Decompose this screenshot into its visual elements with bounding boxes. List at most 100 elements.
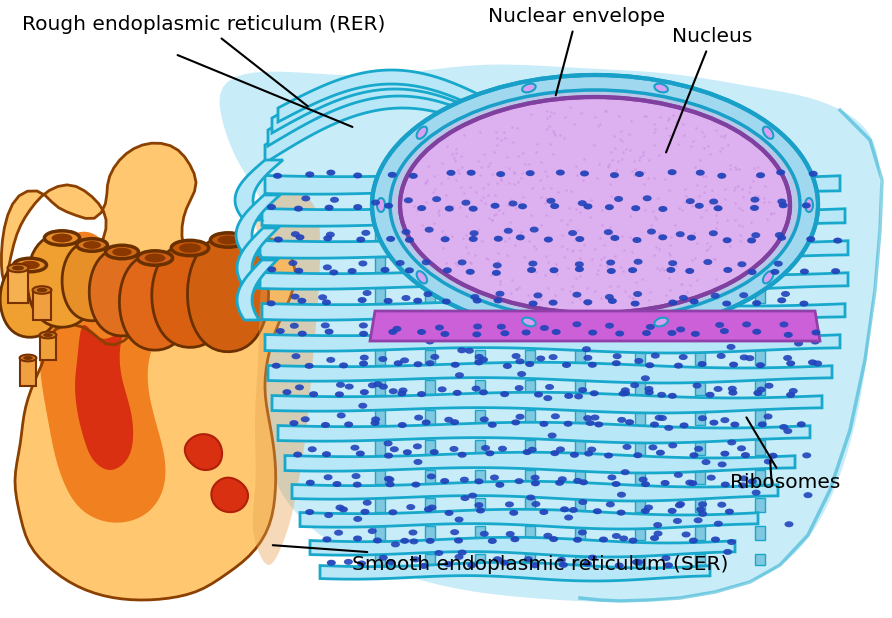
Ellipse shape <box>720 328 729 334</box>
Ellipse shape <box>325 329 334 334</box>
Ellipse shape <box>409 530 417 536</box>
Polygon shape <box>20 358 36 386</box>
Ellipse shape <box>711 293 720 298</box>
Ellipse shape <box>450 362 459 368</box>
Ellipse shape <box>401 357 409 363</box>
Ellipse shape <box>472 386 481 392</box>
Ellipse shape <box>629 538 638 544</box>
Ellipse shape <box>776 169 785 176</box>
Ellipse shape <box>630 382 640 388</box>
Polygon shape <box>120 254 191 350</box>
Ellipse shape <box>465 348 474 353</box>
Ellipse shape <box>606 501 615 507</box>
Ellipse shape <box>605 204 614 210</box>
Ellipse shape <box>485 451 494 456</box>
Ellipse shape <box>604 452 613 459</box>
Ellipse shape <box>522 329 531 336</box>
Ellipse shape <box>658 415 667 421</box>
Ellipse shape <box>673 363 683 369</box>
Polygon shape <box>40 335 56 360</box>
Ellipse shape <box>799 300 808 307</box>
Ellipse shape <box>580 171 589 177</box>
Ellipse shape <box>323 265 332 271</box>
Polygon shape <box>425 225 435 240</box>
Ellipse shape <box>612 481 621 487</box>
Ellipse shape <box>771 269 780 275</box>
Ellipse shape <box>396 260 405 266</box>
Polygon shape <box>292 481 778 501</box>
Ellipse shape <box>575 236 584 242</box>
Polygon shape <box>425 440 435 455</box>
Polygon shape <box>575 257 585 272</box>
Ellipse shape <box>503 363 512 369</box>
Ellipse shape <box>362 290 372 296</box>
Polygon shape <box>575 470 585 484</box>
Ellipse shape <box>533 292 542 298</box>
Ellipse shape <box>444 417 453 423</box>
Polygon shape <box>525 380 535 395</box>
Ellipse shape <box>500 391 509 397</box>
Ellipse shape <box>385 481 394 488</box>
Ellipse shape <box>522 83 535 93</box>
Ellipse shape <box>492 263 501 268</box>
Ellipse shape <box>493 297 502 303</box>
Ellipse shape <box>565 393 574 399</box>
Ellipse shape <box>435 324 444 331</box>
Ellipse shape <box>617 417 626 423</box>
Polygon shape <box>755 319 765 334</box>
Ellipse shape <box>599 536 608 543</box>
Ellipse shape <box>673 518 681 524</box>
Ellipse shape <box>333 481 342 487</box>
Ellipse shape <box>543 533 552 539</box>
Ellipse shape <box>721 417 730 423</box>
Ellipse shape <box>680 423 689 428</box>
Ellipse shape <box>588 554 597 561</box>
Polygon shape <box>695 380 705 395</box>
Ellipse shape <box>283 389 292 395</box>
Ellipse shape <box>694 446 703 452</box>
Polygon shape <box>475 225 485 240</box>
Polygon shape <box>375 257 385 272</box>
Ellipse shape <box>469 231 479 236</box>
Ellipse shape <box>696 170 705 176</box>
Ellipse shape <box>723 300 731 307</box>
Ellipse shape <box>467 562 476 569</box>
Ellipse shape <box>512 353 521 359</box>
Ellipse shape <box>560 506 569 512</box>
Ellipse shape <box>21 261 40 269</box>
Ellipse shape <box>406 504 416 510</box>
Ellipse shape <box>13 258 46 272</box>
Ellipse shape <box>701 459 710 465</box>
Ellipse shape <box>632 237 641 243</box>
Ellipse shape <box>530 227 539 232</box>
Polygon shape <box>695 257 705 272</box>
Ellipse shape <box>640 508 650 514</box>
Ellipse shape <box>500 560 508 565</box>
Ellipse shape <box>536 355 545 362</box>
Ellipse shape <box>334 391 344 397</box>
Ellipse shape <box>326 169 335 176</box>
Ellipse shape <box>621 387 630 393</box>
Ellipse shape <box>676 326 685 332</box>
Ellipse shape <box>273 173 282 179</box>
Ellipse shape <box>450 446 458 452</box>
Ellipse shape <box>618 391 628 397</box>
Ellipse shape <box>460 495 469 501</box>
Ellipse shape <box>419 563 428 569</box>
Ellipse shape <box>417 391 426 397</box>
Ellipse shape <box>353 172 362 179</box>
Ellipse shape <box>515 478 524 484</box>
Ellipse shape <box>586 420 595 426</box>
Polygon shape <box>235 160 283 220</box>
Ellipse shape <box>326 357 335 363</box>
Ellipse shape <box>179 243 201 253</box>
Ellipse shape <box>698 511 707 517</box>
Ellipse shape <box>496 171 505 177</box>
Ellipse shape <box>739 475 748 481</box>
Ellipse shape <box>549 267 558 273</box>
Ellipse shape <box>773 261 783 267</box>
Ellipse shape <box>288 260 297 266</box>
Ellipse shape <box>723 267 732 273</box>
Ellipse shape <box>540 421 549 427</box>
Polygon shape <box>635 319 645 334</box>
